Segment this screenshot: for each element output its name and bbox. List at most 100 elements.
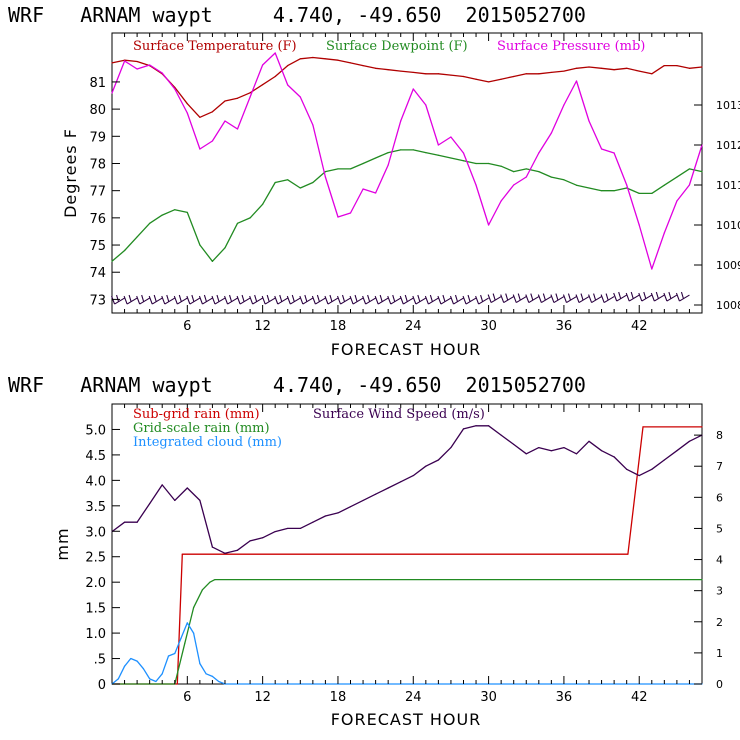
data-point-surface-pressure <box>249 96 251 98</box>
data-point-integrated-cloud <box>142 668 144 670</box>
data-point-surface-temperature <box>588 66 590 68</box>
legend-sub-grid-rain: Sub-grid rain (mm) <box>133 407 260 422</box>
wind-barb <box>675 291 690 302</box>
top-x-axis-label: FORECAST HOUR <box>331 340 482 359</box>
data-point-sub-grid-rain <box>181 553 183 555</box>
wind-barb <box>236 294 251 305</box>
wind-barb <box>324 294 339 305</box>
series-line-surface-dewpoint <box>111 149 703 262</box>
x-tick-label: 36 <box>556 319 573 334</box>
series-line-surface-temperature <box>111 56 703 118</box>
data-point-surface-wind-speed <box>676 450 678 452</box>
y2-tick-label: 5 <box>716 522 723 535</box>
data-point-surface-dewpoint <box>688 168 691 170</box>
data-point-grid-scale-rain <box>701 579 703 581</box>
data-point-surface-dewpoint <box>525 168 527 170</box>
y2-tick-label: 2 <box>716 616 723 629</box>
y-tick-label: .5 <box>94 653 106 668</box>
data-point-surface-pressure <box>525 176 527 178</box>
data-point-surface-wind-speed <box>136 521 138 523</box>
data-point-surface-temperature <box>400 70 402 72</box>
data-point-surface-temperature <box>487 81 490 83</box>
data-point-surface-pressure <box>538 152 540 154</box>
wind-barb <box>512 293 527 304</box>
y-tick-label: 2.0 <box>85 576 106 591</box>
data-point-surface-pressure <box>626 184 628 186</box>
data-point-surface-dewpoint <box>588 187 590 189</box>
data-point-surface-dewpoint <box>412 149 414 151</box>
data-point-surface-temperature <box>638 70 640 72</box>
data-point-surface-pressure <box>513 184 515 186</box>
data-point-grid-scale-rain <box>209 581 211 583</box>
data-point-surface-dewpoint <box>262 203 264 205</box>
data-point-integrated-cloud <box>192 632 195 634</box>
y-tick-label: 2.5 <box>85 551 106 566</box>
data-point-surface-temperature <box>437 73 439 75</box>
data-point-surface-pressure <box>487 224 490 226</box>
data-point-integrated-cloud <box>130 657 132 660</box>
data-point-surface-wind-speed <box>299 527 301 530</box>
data-point-surface-wind-speed <box>600 450 603 452</box>
x-tick-label: 24 <box>405 319 422 334</box>
data-point-surface-wind-speed <box>550 450 552 452</box>
data-point-surface-dewpoint <box>324 171 327 173</box>
data-point-surface-temperature <box>701 66 703 68</box>
data-point-surface-pressure <box>676 200 678 202</box>
wind-barb <box>249 294 263 305</box>
y2-tick-label: 8 <box>716 429 723 442</box>
data-point-surface-pressure <box>462 152 465 154</box>
data-point-surface-wind-speed <box>450 446 452 449</box>
data-point-surface-pressure <box>663 232 665 234</box>
data-point-surface-dewpoint <box>450 157 452 159</box>
data-point-surface-pressure <box>651 268 653 270</box>
data-point-surface-wind-speed <box>425 465 427 467</box>
data-point-surface-temperature <box>324 58 327 60</box>
data-point-surface-temperature <box>236 97 239 99</box>
data-point-surface-wind-speed <box>174 499 176 502</box>
x-tick-label: 24 <box>405 690 422 705</box>
wind-barb <box>111 294 125 305</box>
data-point-surface-pressure <box>312 124 314 126</box>
data-point-surface-pressure <box>174 88 176 90</box>
wind-barb <box>198 294 213 305</box>
data-point-grid-scale-rain <box>214 579 216 581</box>
bottom-title: WRF ARNAM waypt 4.740, -49.650 201505270… <box>8 373 586 397</box>
data-point-surface-temperature <box>186 103 188 105</box>
y2-tick-label: 1012 <box>716 139 740 152</box>
y-tick-label: 76 <box>89 212 106 227</box>
y-tick-label: 74 <box>89 266 106 281</box>
data-point-surface-dewpoint <box>613 190 615 192</box>
data-point-surface-wind-speed <box>626 468 628 470</box>
data-point-surface-pressure <box>349 212 352 214</box>
data-point-surface-dewpoint <box>274 181 276 184</box>
data-point-surface-dewpoint <box>462 160 465 162</box>
data-point-surface-pressure <box>287 84 289 86</box>
data-point-surface-pressure <box>149 64 151 66</box>
data-point-surface-temperature <box>563 70 565 72</box>
data-point-surface-dewpoint <box>186 211 188 214</box>
data-point-surface-wind-speed <box>688 440 691 442</box>
data-point-surface-dewpoint <box>638 192 640 194</box>
wind-barb <box>550 293 565 304</box>
wind-barb <box>562 293 577 304</box>
wind-barb <box>487 293 502 304</box>
data-point-surface-dewpoint <box>161 214 163 216</box>
legend-grid-scale-rain: Grid-scale rain (mm) <box>133 421 270 436</box>
data-point-integrated-cloud <box>155 680 157 683</box>
data-point-surface-wind-speed <box>224 552 226 554</box>
wind-barb <box>336 294 351 305</box>
data-point-integrated-cloud <box>199 663 201 665</box>
data-point-surface-pressure <box>224 120 226 122</box>
data-point-surface-temperature <box>462 75 465 78</box>
data-point-surface-dewpoint <box>600 190 603 192</box>
y2-tick-label: 1009 <box>716 259 740 272</box>
wind-barb <box>650 291 665 302</box>
data-point-surface-wind-speed <box>437 459 439 461</box>
x-tick-label: 6 <box>183 690 191 705</box>
data-point-surface-pressure <box>475 184 477 186</box>
data-point-surface-wind-speed <box>249 540 251 542</box>
data-point-surface-pressure <box>563 104 565 106</box>
x-tick-label: 18 <box>330 319 347 334</box>
data-point-surface-temperature <box>676 65 678 67</box>
